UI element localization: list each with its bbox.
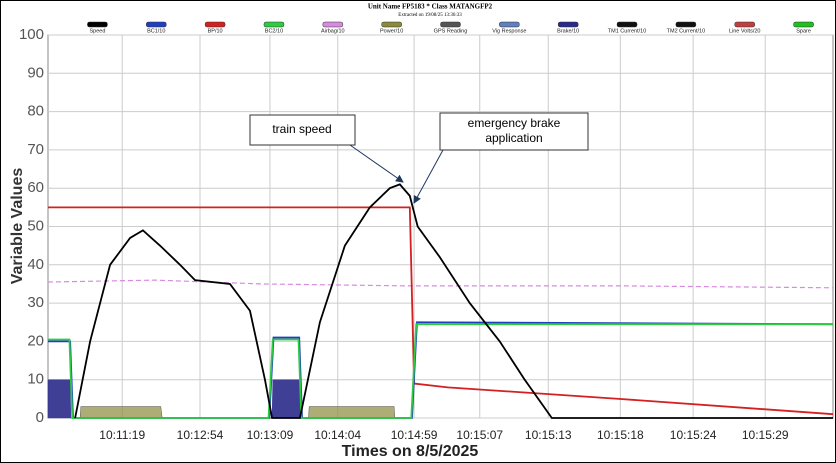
y-tick-label: 30 bbox=[27, 294, 44, 311]
legend-label: Brake/10 bbox=[557, 28, 579, 34]
legend-swatch bbox=[322, 21, 344, 28]
legend-label: BC1/10 bbox=[147, 28, 165, 34]
legend-label: Spare bbox=[796, 28, 811, 34]
legend-swatch bbox=[263, 21, 285, 28]
y-tick-label: 50 bbox=[27, 217, 44, 234]
annotation-text: train speed bbox=[272, 122, 331, 136]
line bbox=[48, 206, 834, 416]
y-tick-label: 100 bbox=[19, 26, 44, 43]
y-tick-label: 20 bbox=[27, 332, 44, 349]
y-tick-label: 60 bbox=[27, 179, 44, 196]
plot-area: 0 10 20 30 40 50 60 70 80 90 100 10:11:19 10:12:54 10… bbox=[19, 26, 834, 442]
legend-swatch bbox=[499, 21, 520, 28]
legend-label: Speed bbox=[89, 28, 105, 34]
annotation: emergency brake application bbox=[413, 112, 589, 204]
y-tick-label: 80 bbox=[27, 103, 44, 120]
y-tick-label: 90 bbox=[27, 64, 44, 81]
annotation-box bbox=[439, 112, 589, 151]
legend-swatch bbox=[87, 21, 108, 28]
x-axis-label: Times on 8/5/2025 bbox=[342, 443, 479, 460]
annotation-text: emergency brake application bbox=[467, 116, 561, 145]
legend-label: Line Volts/20 bbox=[729, 28, 761, 34]
legend-swatch bbox=[146, 21, 167, 28]
legend-label: Airbag/10 bbox=[321, 28, 345, 34]
y-tick-label: 0 bbox=[36, 409, 44, 426]
x-tick-label: 10:14:04 bbox=[314, 428, 361, 442]
x-tick-label: 10:15:07 bbox=[456, 428, 503, 442]
x-tick-label: 10:14:59 bbox=[391, 428, 438, 442]
x-tick-label: 10:15:18 bbox=[597, 428, 644, 442]
annotation-wrap: emergency brake application bbox=[467, 116, 561, 145]
annotation-arrow bbox=[413, 149, 444, 204]
legend-label: Power/10 bbox=[380, 28, 403, 34]
legend-label: GPS Reading bbox=[434, 28, 468, 34]
annotation-arrow bbox=[349, 144, 404, 183]
chart-title: Unit Name FP5183 * Class MATANGFP2 bbox=[368, 3, 493, 11]
legend-label: TM2 Current/10 bbox=[667, 28, 706, 34]
y-tick-label: 10 bbox=[27, 371, 44, 388]
legend-label: BC2/10 bbox=[265, 28, 283, 34]
legend-swatch bbox=[793, 21, 814, 28]
legend-swatch bbox=[557, 21, 579, 28]
legend-label: TM1 Current/10 bbox=[608, 28, 647, 34]
chart-subtitle: Extracted on 19/08/25 13:36:33 bbox=[398, 13, 462, 18]
legend-swatch bbox=[204, 21, 226, 28]
x-tick-label: 10:15:24 bbox=[670, 428, 717, 442]
line bbox=[47, 279, 834, 289]
x-tick-label: 10:15:13 bbox=[525, 428, 572, 442]
annotation-box bbox=[249, 114, 356, 146]
legend-swatch bbox=[616, 21, 638, 28]
x-tick-label: 10:15:29 bbox=[742, 428, 789, 442]
y-tick-label: 40 bbox=[27, 256, 44, 273]
legend-swatch bbox=[734, 21, 755, 28]
annotation: train speed bbox=[249, 114, 404, 183]
x-tick-label: 10:13:09 bbox=[247, 428, 294, 442]
legend-swatch bbox=[675, 21, 697, 28]
line bbox=[74, 183, 833, 419]
x-tick-label: 10:12:54 bbox=[177, 428, 224, 442]
legend-label: Vig Response bbox=[492, 28, 526, 34]
y-tick-label: 70 bbox=[27, 141, 44, 158]
line bbox=[48, 323, 833, 419]
x-tick-label: 10:11:19 bbox=[99, 428, 145, 442]
legend-swatch bbox=[440, 21, 461, 28]
y-axis-label: Variable Values bbox=[9, 168, 26, 285]
legend-swatch bbox=[381, 21, 402, 28]
legend-label: BP/10 bbox=[208, 28, 223, 34]
